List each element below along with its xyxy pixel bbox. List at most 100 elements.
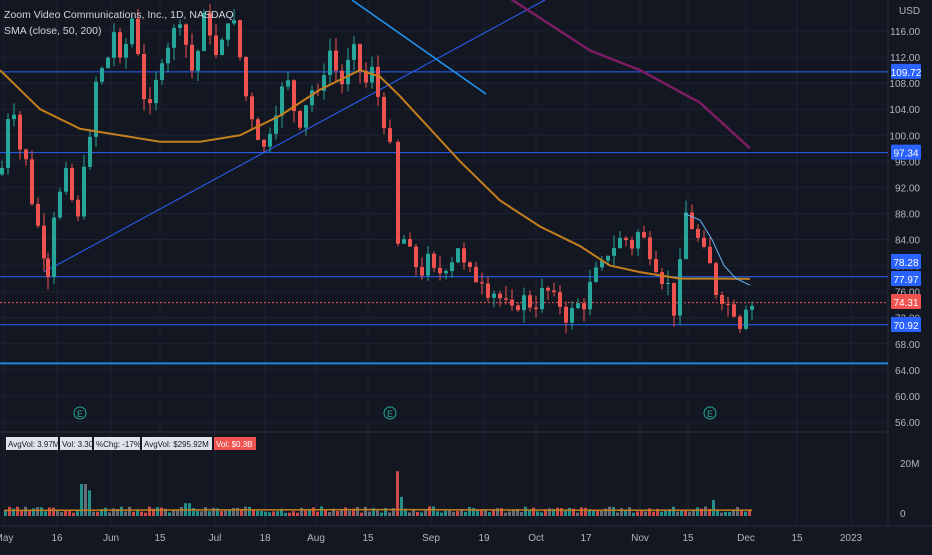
candle-body [684,212,688,260]
volume-bar [572,508,575,516]
candle [148,87,152,115]
volume-legend-bg [60,437,92,450]
candle [732,299,736,318]
volume-bar [556,507,559,516]
candle-body [618,238,622,249]
volume-bar [688,511,691,516]
candle [630,236,634,256]
earnings-label: E [707,409,713,419]
candle [654,251,658,274]
volume-bar [220,511,223,516]
time-axis-tick: 18 [259,533,271,544]
volume-bar [520,512,523,516]
candlestick-series[interactable] [0,3,754,334]
price-axis-tick: 84.00 [895,236,920,247]
time-axis-tick: Oct [528,533,544,544]
candle-body [130,18,134,45]
price-axis-tick: 104.00 [889,105,920,116]
volume-bar [180,507,183,516]
candle-body [474,266,478,283]
volume-bar [236,507,239,516]
candle-body [750,305,754,310]
volume-bar [604,508,607,516]
candle-body [12,114,16,120]
candle-body [558,292,562,307]
price-tag: 78.28 [891,254,921,269]
candle [352,35,356,71]
candle-body [702,237,706,247]
candle [334,37,338,83]
candle [462,242,466,270]
trend-lines[interactable] [43,0,546,273]
volume-bar [732,509,735,516]
volume-bar [384,508,387,516]
volume-bar [40,507,43,516]
volume-bar [148,506,151,516]
volume-bar [356,506,359,516]
volume-bar [620,508,623,516]
volume-legend-item: %Chg: -17% [94,437,141,450]
volume-bar [232,508,235,516]
volume-bar [512,509,515,516]
volume-axis: 20M 0 [900,459,919,520]
volume-bar [260,510,263,516]
volume-bar [152,508,155,516]
candle [678,248,682,326]
price-axis[interactable]: 116.00 112.00 108.00 104.00 100.00 96.00 92.00… [889,27,921,429]
candle [124,38,128,69]
volume-bar [360,512,363,516]
volume-bar [676,511,679,516]
volume-bar [412,508,415,516]
candle [220,37,224,56]
volume-bar [192,508,195,516]
price-axis-tick: 96.00 [895,157,920,168]
time-axis[interactable]: May 16 Jun 15 Jul 18 Aug 15 Sep 19 Oct 17 Nov 15 Dec 15… [0,533,863,544]
candle-body [166,47,170,64]
candle-body [486,283,490,298]
sma50-line [0,69,751,280]
candle [328,38,332,84]
candle [376,55,380,107]
candle-body [310,90,314,106]
volume-bar [376,508,379,516]
volume-bar [640,509,643,516]
candle-body [438,267,442,274]
volume-bar [80,484,83,516]
chart-legend: Zoom Video Communications, Inc., 1D, NAS… [4,9,234,37]
candle-body [396,141,400,244]
candle [426,245,430,281]
candle [750,301,754,321]
volume-bar [632,512,635,516]
candle [196,49,200,82]
volume-bar [540,512,543,516]
sma200-line [510,0,751,150]
candle [618,231,622,249]
volume-bar [588,509,591,516]
volume-bar [200,511,203,516]
volume-bar [744,511,747,516]
volume-bar [340,509,343,516]
price-tag-bg [891,254,921,269]
horizontal-levels[interactable] [0,71,888,365]
time-axis-tick: 17 [580,533,592,544]
volume-bar [504,512,507,516]
volume-bar [368,511,371,516]
volume-bar [276,511,279,516]
volume-bar [56,510,59,516]
price-tag-label: 109.72 [891,68,922,79]
candle [310,85,314,113]
candle-body [606,255,610,261]
candle-body [600,260,604,268]
volume-legend-label: Vol: 3.30 [62,440,94,449]
candle [684,200,688,260]
time-axis-tick: Nov [631,533,649,544]
candle-body [528,295,532,308]
candle-body [492,293,496,298]
candle [516,302,520,312]
volume-bar [172,509,175,516]
candle-body [708,246,712,264]
